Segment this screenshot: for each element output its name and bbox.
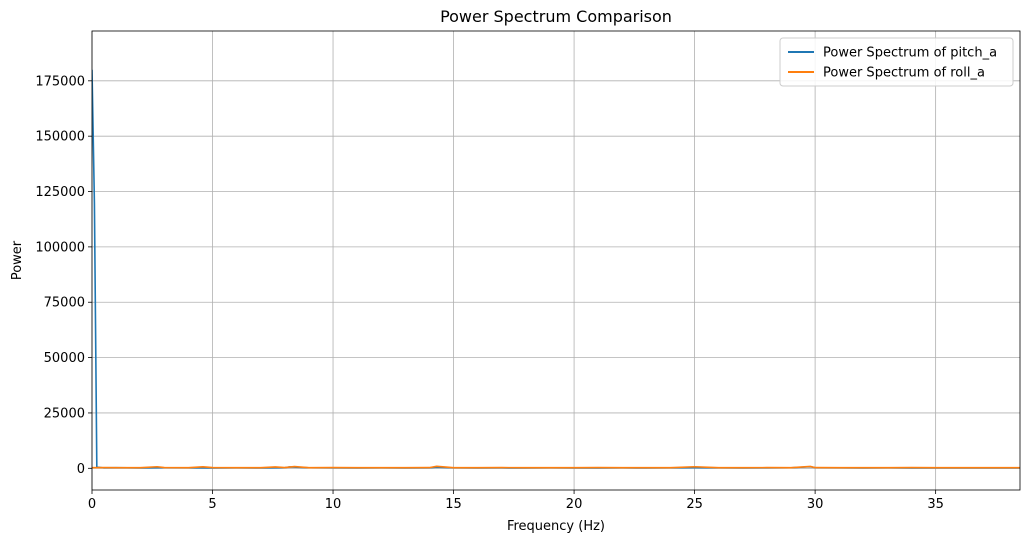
x-tick-label: 25 (686, 497, 703, 512)
x-tick-label: 0 (88, 497, 96, 512)
x-tick-label: 10 (325, 497, 342, 512)
legend: Power Spectrum of pitch_a Power Spectrum … (779, 37, 1014, 87)
series-layer (92, 69, 1020, 469)
x-axis-label: Frequency (Hz) (507, 519, 605, 534)
x-tick-label: 35 (927, 497, 944, 512)
y-tick-label: 175000 (35, 74, 85, 89)
y-tick-label: 50000 (44, 351, 85, 366)
legend-label: Power Spectrum of roll_a (823, 66, 985, 81)
tick-layer: 0 5 10 15 20 25 30 35 0 25000 50000 75000 100000 1250… (35, 74, 944, 512)
x-tick-label: 20 (566, 497, 583, 512)
plot-area-frame (91, 30, 1021, 491)
chart-title: Power Spectrum Comparison (440, 7, 672, 26)
y-tick-label: 100000 (35, 240, 85, 255)
y-tick-label: 75000 (44, 296, 85, 311)
y-tick-label: 150000 (35, 130, 85, 145)
legend-label: Power Spectrum of pitch_a (823, 46, 997, 61)
y-tick-label: 0 (77, 462, 85, 477)
y-axis-label: Power (10, 240, 25, 280)
series-line-roll-a (92, 465, 1020, 469)
x-tick-label: 30 (807, 497, 824, 512)
y-tick-label: 25000 (44, 406, 85, 421)
x-tick-label: 15 (445, 497, 462, 512)
legend-box (779, 37, 1014, 87)
y-tick-label: 125000 (35, 185, 85, 200)
x-tick-label: 5 (208, 497, 216, 512)
